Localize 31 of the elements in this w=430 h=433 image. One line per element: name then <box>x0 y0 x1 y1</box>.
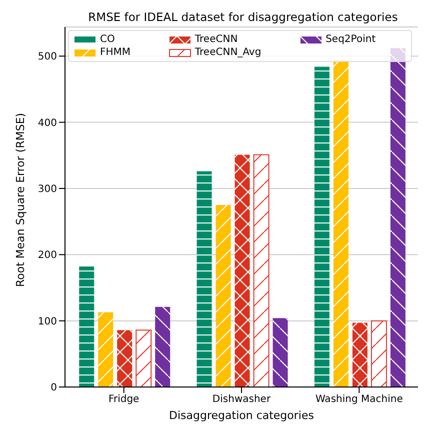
bar <box>370 320 387 387</box>
legend-label: TreeCNN_Avg <box>194 47 262 58</box>
x-tick-label: Fridge <box>108 394 140 406</box>
bar <box>253 154 270 387</box>
chart-title: RMSE for IDEAL dataset for disaggregation categories <box>87 10 399 24</box>
legend-label: CO <box>100 34 115 45</box>
legend-label: Seq2Point <box>326 34 376 45</box>
legend-label: TreeCNN <box>194 34 238 45</box>
bar <box>216 205 231 387</box>
bar <box>196 171 212 387</box>
bar <box>79 266 94 387</box>
bar <box>136 330 152 387</box>
bar <box>314 66 330 387</box>
y-tick-label: 200 <box>38 250 57 262</box>
bar <box>117 330 132 387</box>
y-tick-label: 400 <box>38 118 57 129</box>
x-tick-label: Dishwasher <box>212 394 272 406</box>
y-tick-label: 100 <box>38 316 57 328</box>
bar <box>234 154 250 387</box>
x-tick-label: Washing Machine <box>315 394 403 406</box>
y-axis-title: Root Mean Square Error (RMSE) <box>14 112 27 287</box>
y-tick-label: 300 <box>38 184 57 196</box>
y-tick-label: 500 <box>38 52 57 63</box>
bar <box>155 306 170 387</box>
bar <box>272 318 288 387</box>
y-tick-label: 0 <box>50 382 57 394</box>
bar <box>98 312 114 387</box>
x-axis-title: Disaggregation categories <box>169 409 314 422</box>
legend-label: FHMM <box>100 47 131 58</box>
bar <box>352 322 368 387</box>
bar <box>333 60 348 387</box>
